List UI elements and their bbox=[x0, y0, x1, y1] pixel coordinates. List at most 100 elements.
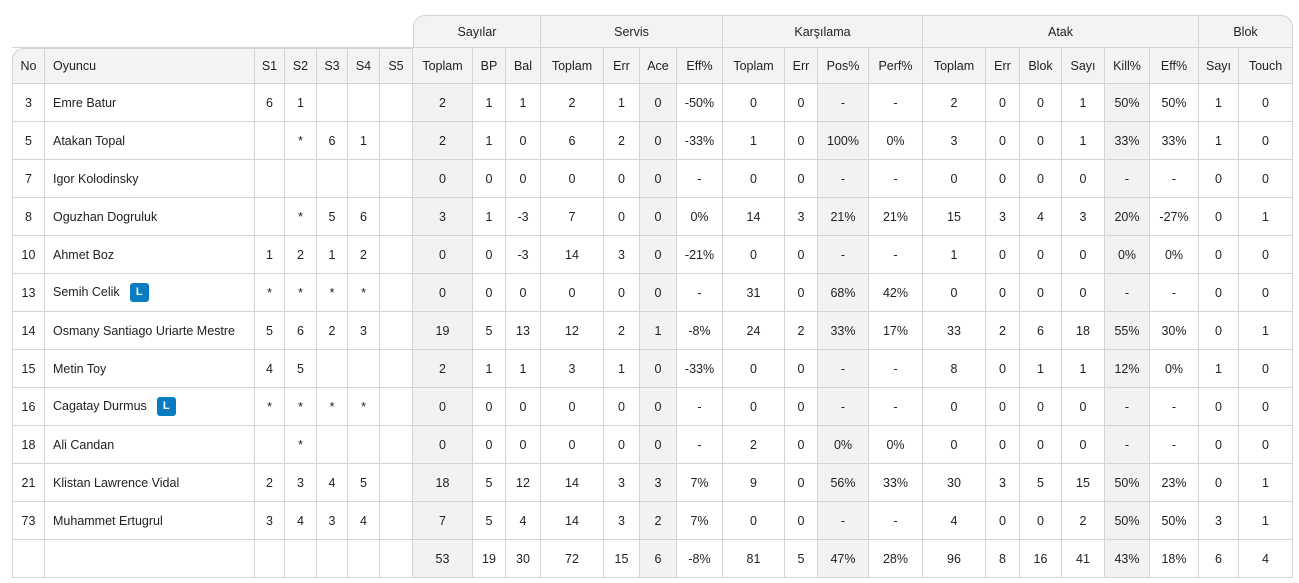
column-header-s1[interactable]: S1 bbox=[255, 48, 285, 84]
column-header-perf-pct[interactable]: Perf% bbox=[869, 48, 923, 84]
cell-err: 0 bbox=[785, 84, 818, 122]
column-header-blok[interactable]: Blok bbox=[1020, 48, 1062, 84]
column-header-s2[interactable]: S2 bbox=[285, 48, 317, 84]
cell-toplam: 0 bbox=[923, 388, 986, 426]
column-header-sayı[interactable]: Sayı bbox=[1062, 48, 1105, 84]
cell-s2 bbox=[285, 540, 317, 578]
cell-sayı: 0 bbox=[1062, 274, 1105, 312]
cell-eff-pct: - bbox=[677, 160, 723, 198]
cell-ace: 0 bbox=[640, 236, 677, 274]
cell-sayı: 0 bbox=[1199, 464, 1239, 502]
cell-s1 bbox=[255, 198, 285, 236]
cell-ace: 0 bbox=[640, 426, 677, 464]
cell-touch: 0 bbox=[1239, 426, 1293, 464]
player-name-cell bbox=[45, 540, 255, 578]
player-name[interactable]: Semih Celik bbox=[53, 284, 120, 299]
cell-bal: 0 bbox=[506, 160, 541, 198]
cell-bal: 4 bbox=[506, 502, 541, 540]
cell-ace: 0 bbox=[640, 122, 677, 160]
column-header-s3[interactable]: S3 bbox=[317, 48, 348, 84]
column-header-ace[interactable]: Ace bbox=[640, 48, 677, 84]
cell-toplam: 0 bbox=[723, 160, 785, 198]
player-name[interactable]: Klistan Lawrence Vidal bbox=[53, 475, 180, 490]
column-header-touch[interactable]: Touch bbox=[1239, 48, 1293, 84]
column-header-oyuncu[interactable]: Oyuncu bbox=[45, 48, 255, 84]
player-name[interactable]: Ali Candan bbox=[53, 437, 115, 452]
cell-s5 bbox=[380, 236, 413, 274]
cell-sayı: 0 bbox=[1199, 426, 1239, 464]
cell-toplam: 14 bbox=[541, 236, 604, 274]
cell-s4 bbox=[348, 84, 380, 122]
column-header-sayı[interactable]: Sayı bbox=[1199, 48, 1239, 84]
column-header-err[interactable]: Err bbox=[986, 48, 1020, 84]
cell-err: 0 bbox=[986, 426, 1020, 464]
column-header-toplam[interactable]: Toplam bbox=[541, 48, 604, 84]
table-row: 8 Oguzhan Dogruluk * 5 6 3 1 -3 7 0 0 0% 14 3 21% 21% 15… bbox=[12, 198, 1293, 236]
cell-ace: 0 bbox=[640, 84, 677, 122]
cell-toplam: 3 bbox=[413, 198, 473, 236]
cell-s4 bbox=[348, 350, 380, 388]
column-header-toplam[interactable]: Toplam bbox=[723, 48, 785, 84]
player-name[interactable]: Emre Batur bbox=[53, 95, 117, 110]
column-header-kill-pct[interactable]: Kill% bbox=[1105, 48, 1150, 84]
cell-sayı: 2 bbox=[1062, 502, 1105, 540]
cell-perf-pct: 21% bbox=[869, 198, 923, 236]
cell-s4: * bbox=[348, 274, 380, 312]
cell-s2: 2 bbox=[285, 236, 317, 274]
column-header-toplam[interactable]: Toplam bbox=[413, 48, 473, 84]
column-header-bp[interactable]: BP bbox=[473, 48, 506, 84]
player-name[interactable]: Muhammet Ertugrul bbox=[53, 513, 163, 528]
player-name[interactable]: Atakan Topal bbox=[53, 133, 126, 148]
cell-s1: * bbox=[255, 388, 285, 426]
cell-toplam: 33 bbox=[923, 312, 986, 350]
cell-err: 0 bbox=[785, 426, 818, 464]
cell-s4 bbox=[348, 426, 380, 464]
group-header-blank bbox=[12, 15, 413, 48]
column-header-bal[interactable]: Bal bbox=[506, 48, 541, 84]
cell-err: 0 bbox=[986, 388, 1020, 426]
cell-blok: 4 bbox=[1020, 198, 1062, 236]
column-header-eff-pct[interactable]: Eff% bbox=[677, 48, 723, 84]
column-header-no[interactable]: No bbox=[12, 48, 45, 84]
player-name[interactable]: Osmany Santiago Uriarte Mestre bbox=[53, 323, 236, 338]
column-header-pos-pct[interactable]: Pos% bbox=[818, 48, 869, 84]
player-name[interactable]: Ahmet Boz bbox=[53, 247, 115, 262]
cell-perf-pct: - bbox=[869, 388, 923, 426]
cell-eff-pct: - bbox=[1150, 160, 1199, 198]
cell-eff-pct: 18% bbox=[1150, 540, 1199, 578]
cell-s5 bbox=[380, 388, 413, 426]
cell-bal: 0 bbox=[506, 426, 541, 464]
column-header-err[interactable]: Err bbox=[785, 48, 818, 84]
cell-no: 3 bbox=[12, 84, 45, 122]
cell-toplam: 2 bbox=[923, 84, 986, 122]
column-header-s4[interactable]: S4 bbox=[348, 48, 380, 84]
column-header-toplam[interactable]: Toplam bbox=[923, 48, 986, 84]
player-name[interactable]: Igor Kolodinsky bbox=[53, 171, 139, 186]
cell-kill-pct: 43% bbox=[1105, 540, 1150, 578]
cell-err: 0 bbox=[986, 236, 1020, 274]
cell-err: 0 bbox=[986, 122, 1020, 160]
cell-s4: 3 bbox=[348, 312, 380, 350]
cell-bal: -3 bbox=[506, 198, 541, 236]
cell-s1: 2 bbox=[255, 464, 285, 502]
cell-eff-pct: -8% bbox=[677, 312, 723, 350]
cell-s5 bbox=[380, 198, 413, 236]
column-header-err[interactable]: Err bbox=[604, 48, 640, 84]
cell-touch: 1 bbox=[1239, 502, 1293, 540]
cell-toplam: 53 bbox=[413, 540, 473, 578]
column-header-s5[interactable]: S5 bbox=[380, 48, 413, 84]
cell-ace: 0 bbox=[640, 350, 677, 388]
column-header-eff-pct[interactable]: Eff% bbox=[1150, 48, 1199, 84]
cell-s5 bbox=[380, 84, 413, 122]
player-name[interactable]: Metin Toy bbox=[53, 361, 107, 376]
player-name[interactable]: Oguzhan Dogruluk bbox=[53, 209, 158, 224]
cell-kill-pct: 50% bbox=[1105, 502, 1150, 540]
cell-s1: 6 bbox=[255, 84, 285, 122]
cell-eff-pct: -50% bbox=[677, 84, 723, 122]
cell-toplam: 0 bbox=[541, 160, 604, 198]
cell-no: 10 bbox=[12, 236, 45, 274]
cell-toplam: 15 bbox=[923, 198, 986, 236]
player-name[interactable]: Cagatay Durmus bbox=[53, 398, 147, 413]
cell-toplam: 0 bbox=[541, 388, 604, 426]
cell-s5 bbox=[380, 122, 413, 160]
